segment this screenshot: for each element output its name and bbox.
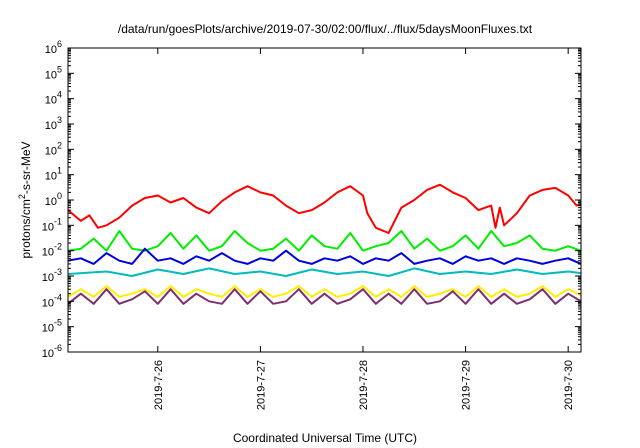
y-tick-base: 10 [42, 272, 54, 284]
y-tick-label: 105 [45, 64, 62, 81]
y-axis-ticks: 10-610-510-410-310-210-11001011021031041… [42, 39, 581, 360]
y-tick-base: 10 [45, 145, 57, 157]
y-tick-exponent: 2 [57, 140, 62, 150]
y-tick-base: 10 [45, 69, 57, 81]
y-tick-label: 103 [45, 115, 62, 132]
y-axis-label-superscript: 2 [17, 194, 27, 199]
x-tick-label: 2019-7-28 [358, 360, 370, 410]
x-axis-label: Coordinated Universal Time (UTC) [233, 431, 417, 445]
y-tick-base: 10 [45, 120, 57, 132]
y-axis-label: protons/cm2-s-sr-MeV [17, 141, 33, 258]
y-tick-exponent: 3 [57, 115, 62, 125]
y-tick-label: 10-4 [42, 292, 62, 309]
y-tick-exponent: -2 [54, 242, 62, 252]
y-tick-label: 10-3 [42, 267, 62, 284]
y-tick-label: 102 [45, 140, 62, 157]
y-tick-base: 10 [42, 297, 54, 309]
series-line-1 [68, 183, 581, 234]
x-axis-ticks: 2019-7-26 2019-7-27 2019-7-28 2019-7-29 2019… [153, 48, 575, 410]
y-tick-base: 10 [42, 247, 54, 259]
y-tick-base: 10 [42, 323, 54, 335]
y-tick-base: 10 [42, 221, 54, 233]
y-tick-base: 10 [45, 171, 57, 183]
y-tick-base: 10 [45, 196, 57, 208]
x-tick-label: 2019-7-30 [563, 360, 575, 410]
chart-title: /data/run/goesPlots/archive/2019-07-30/0… [118, 22, 533, 36]
y-tick-base: 10 [45, 44, 57, 56]
y-tick-exponent: -5 [54, 318, 62, 328]
y-tick-label: 100 [45, 191, 62, 208]
x-tick-label: 2019-7-27 [255, 360, 267, 410]
x-tick-label: 2019-7-26 [153, 360, 165, 410]
y-tick-base: 10 [42, 348, 54, 360]
y-tick-exponent: -4 [54, 292, 62, 302]
series-line-6 [68, 288, 581, 305]
y-tick-exponent: -1 [54, 216, 62, 226]
series-line-4 [68, 267, 581, 277]
y-tick-exponent: 6 [57, 39, 62, 49]
y-tick-label: 106 [45, 39, 62, 56]
y-tick-exponent: 5 [57, 64, 62, 74]
x-tick-label: 2019-7-29 [461, 360, 473, 410]
y-axis-label-part-1: protons/cm [19, 199, 33, 258]
y-tick-exponent: 4 [57, 90, 62, 100]
y-tick-label: 104 [45, 90, 62, 107]
y-tick-exponent: -6 [54, 343, 62, 353]
y-tick-base: 10 [45, 95, 57, 107]
y-tick-label: 10-6 [42, 343, 62, 360]
y-tick-label: 101 [45, 166, 62, 183]
y-tick-exponent: -3 [54, 267, 62, 277]
y-tick-exponent: 1 [57, 166, 62, 176]
series-line-3 [68, 247, 581, 265]
series-line-5 [68, 285, 581, 298]
y-tick-label: 10-1 [42, 216, 62, 233]
y-axis-label-part-2: -s-sr-MeV [19, 141, 33, 194]
y-tick-label: 10-5 [42, 318, 62, 335]
y-tick-label: 10-2 [42, 242, 62, 259]
plot-frame [67, 47, 582, 353]
series-layer [68, 183, 581, 305]
series-line-2 [68, 230, 581, 252]
y-tick-exponent: 0 [57, 191, 62, 201]
